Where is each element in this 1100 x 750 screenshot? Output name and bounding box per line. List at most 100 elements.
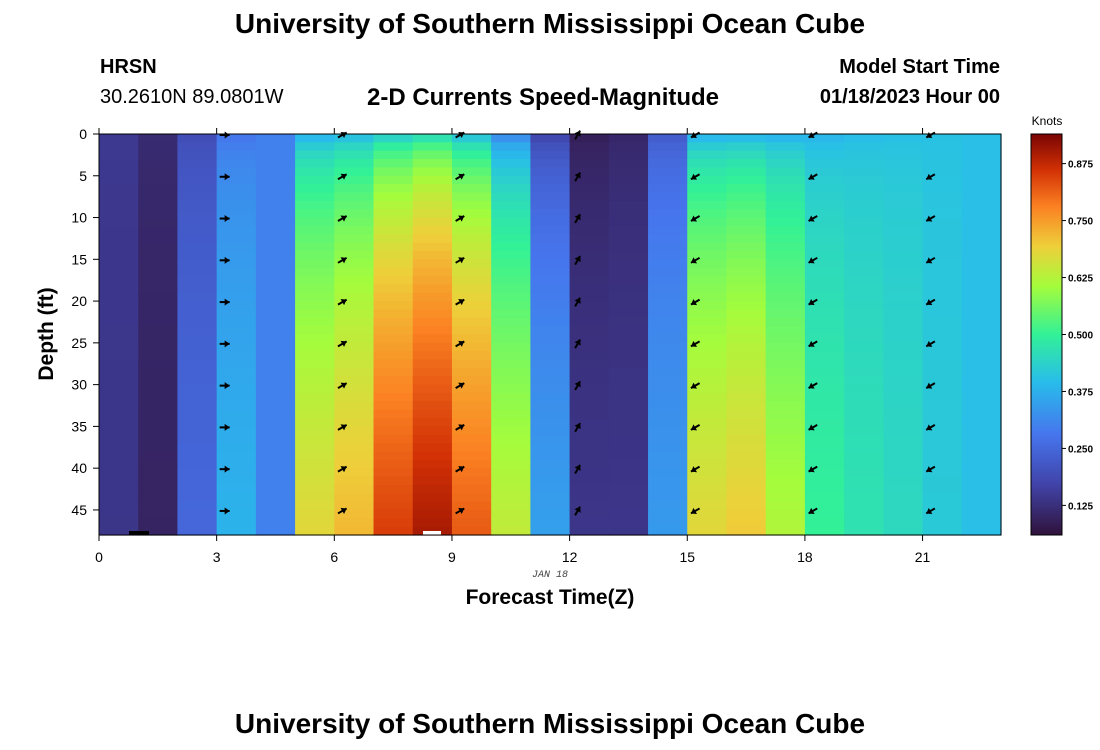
heatmap-cell [883,409,924,419]
heatmap-cell [255,459,296,469]
heatmap-cell [569,401,610,411]
heatmap-cell [765,518,806,528]
heatmap-cell [451,284,492,294]
heatmap-cell [961,234,1002,244]
heatmap-cell [373,434,414,444]
heatmap-cell [334,150,375,160]
heatmap-cell [216,501,257,511]
heatmap-cell [844,317,884,327]
heatmap-cell [922,459,963,469]
heatmap-cell [922,501,963,511]
heatmap-cell [491,334,531,344]
heatmap-cell [844,392,884,402]
x-tick-label: 18 [797,549,813,565]
heatmap-cell [608,242,649,252]
heatmap-cell [804,225,845,235]
heatmap-cell [99,367,139,377]
heatmap-cell [961,376,1002,386]
heatmap-cell [687,234,728,244]
heatmap-cell [99,392,139,402]
heatmap-cell [412,334,453,344]
heatmap-cell [922,150,963,160]
heatmap-cell [216,459,257,469]
heatmap-cell [530,267,571,277]
heatmap-cell [804,134,845,143]
heatmap-cell [804,209,845,219]
heatmap-cell [334,509,375,519]
heatmap-cell [99,167,139,177]
current-vector [690,465,701,473]
heatmap-cell [765,493,806,503]
heatmap-cell [883,484,924,494]
heatmap-cell [844,493,884,503]
heatmap-cell [804,167,845,177]
heatmap-cell [687,418,728,427]
heatmap-cell [883,401,924,411]
heatmap-cell [844,334,884,344]
heatmap-cell [569,284,610,294]
heatmap-cell [373,409,414,419]
heatmap-cell [844,192,884,202]
heatmap-cell [451,259,492,269]
heatmap-cell [177,392,218,402]
heatmap-cell [922,301,963,311]
heatmap-cell [687,426,728,436]
heatmap-cell [491,518,531,528]
heatmap-cell [216,426,257,436]
heatmap-cell [138,250,179,260]
heatmap-cell [530,476,571,486]
heatmap-cell [844,142,884,152]
heatmap-cell [844,292,884,302]
heatmap-cell [177,242,218,252]
heatmap-cell [765,376,806,386]
x-tick-label: 0 [95,549,103,565]
x-tick-label: 3 [213,549,221,565]
heatmap-cell [295,367,335,377]
heatmap-cell [608,217,649,227]
heatmap-cell [216,384,257,394]
heatmap-cell [373,326,414,336]
heatmap-cell [295,301,335,311]
heatmap-cell [373,401,414,411]
heatmap-cell [844,526,884,536]
y-tick-label: 5 [79,168,87,184]
heatmap-cell [608,501,649,511]
heatmap-cell [491,426,531,436]
heatmap-cell [844,242,884,252]
heatmap-cell [726,468,767,478]
heatmap-cell [295,493,335,503]
heatmap-cell [99,292,139,302]
heatmap-cell [844,484,884,494]
heatmap-cell [922,351,963,361]
heatmap-cell [334,200,375,210]
heatmap-cell [491,200,531,210]
current-vector [808,340,818,348]
heatmap-cell [530,250,571,260]
heatmap-cell [451,192,492,202]
heatmap-cell [491,376,531,386]
heatmap-cell [216,175,257,185]
heatmap-cell [922,276,963,285]
heatmap-cell [883,175,924,185]
heatmap-cell [334,484,375,494]
heatmap-cell [569,167,610,177]
heatmap-cell [569,250,610,260]
heatmap-cell [491,250,531,260]
heatmap-cell [255,518,296,528]
heatmap-cell [765,276,806,285]
heatmap-cell [138,184,179,194]
heatmap-cell [961,284,1002,294]
current-vector [574,171,581,182]
heatmap-cell [99,259,139,269]
heatmap-cell [883,317,924,327]
heatmap-cell [530,301,571,311]
heatmap-cell [608,159,649,169]
heatmap-cell [765,468,806,478]
heatmap-cell [99,401,139,411]
heatmap-cell [255,476,296,486]
heatmap-cell [255,292,296,302]
heatmap-cell [883,476,924,486]
heatmap-cell [844,342,884,352]
heatmap-cell [765,184,806,194]
